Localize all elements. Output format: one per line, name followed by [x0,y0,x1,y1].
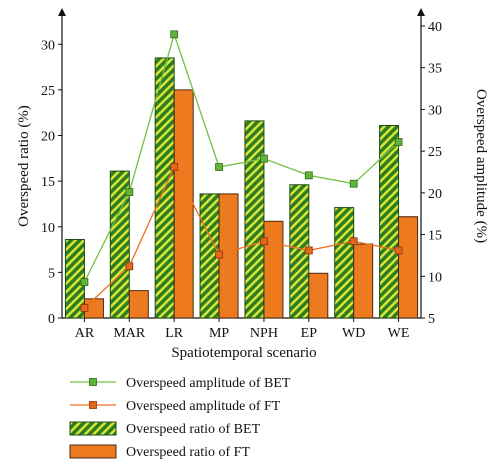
y2-tick-label: 10 [428,270,442,285]
bar-ft [308,272,329,319]
x-tick-label: MAR [113,326,146,341]
legend-amplitude-ft-label: Overspeed amplitude of FT [126,399,281,414]
legend-amplitude-bet-label: Overspeed amplitude of BET [126,376,291,391]
y2-tick-label: 35 [428,62,442,77]
point-amplitude-bet [304,171,313,180]
x-tick-label: MP [209,326,229,341]
point-amplitude-ft [80,304,89,312]
y-tick-label: 20 [41,130,55,145]
point-amplitude-bet [215,163,223,171]
bar-bet [109,170,130,319]
point-amplitude-ft [125,262,134,271]
x-axis-title: Spatiotemporal scenario [171,345,316,361]
x-tick-label: NPH [250,326,278,341]
y-axis-arrow [58,8,66,16]
y-tick-label: 25 [41,84,55,99]
x-tick-label: LR [165,326,184,341]
bar-ft [128,290,149,319]
x-tick-label: WD [342,326,365,341]
bar-bet [244,120,265,319]
point-amplitude-ft [394,246,403,255]
y2-axis-title: Overspeed amplitude (%) [473,89,489,243]
point-amplitude-bet [260,154,268,163]
point-amplitude-ft [304,246,313,255]
point-amplitude-ft [170,163,179,171]
bar-ft [263,220,284,319]
bar-ft [173,89,194,319]
line-amplitude-ft [83,165,399,309]
bar-ft [398,216,419,319]
y2-tick-label: 25 [428,145,442,160]
y-tick-label: 10 [41,221,55,236]
y2-tick-label: 5 [428,312,435,327]
legend-ratio-ft-label: Overspeed ratio of FT [126,445,250,460]
legend-ratio-ft-swatch [69,444,117,459]
y2-tick-label: 40 [428,20,442,35]
legend-amplitude-bet-swatch-marker [89,378,97,386]
y2-tick-label: 20 [428,187,442,202]
point-amplitude-bet [349,179,358,188]
y-axis-title: Overspeed ratio (%) [16,105,32,227]
point-amplitude-ft [349,237,358,246]
y-tick-label: 0 [48,312,55,327]
line-amplitude-bet [83,32,400,283]
x-tick-label: AR [75,326,95,341]
x-tick-label: EP [301,326,318,341]
point-amplitude-bet [170,30,179,39]
point-amplitude-bet [80,278,89,287]
bar-bet [379,124,400,319]
x-tick-label: WE [388,326,410,341]
legend-ratio-bet-label: Overspeed ratio of BET [126,422,261,437]
y2-axis-arrow [417,8,425,16]
legend-ratio-bet-swatch [69,421,117,436]
y2-tick-label: 30 [428,103,442,118]
y-tick-label: 5 [48,266,55,281]
point-amplitude-ft [260,237,268,246]
legend-amplitude-ft-swatch-marker [89,401,97,409]
bar-ft [353,243,374,319]
y-tick-label: 30 [41,38,55,53]
y-tick-label: 15 [41,175,55,190]
point-amplitude-bet [125,188,134,196]
point-amplitude-bet [394,138,403,146]
bar-bet [334,207,355,319]
point-amplitude-ft [215,250,223,259]
y2-tick-label: 15 [428,229,442,244]
